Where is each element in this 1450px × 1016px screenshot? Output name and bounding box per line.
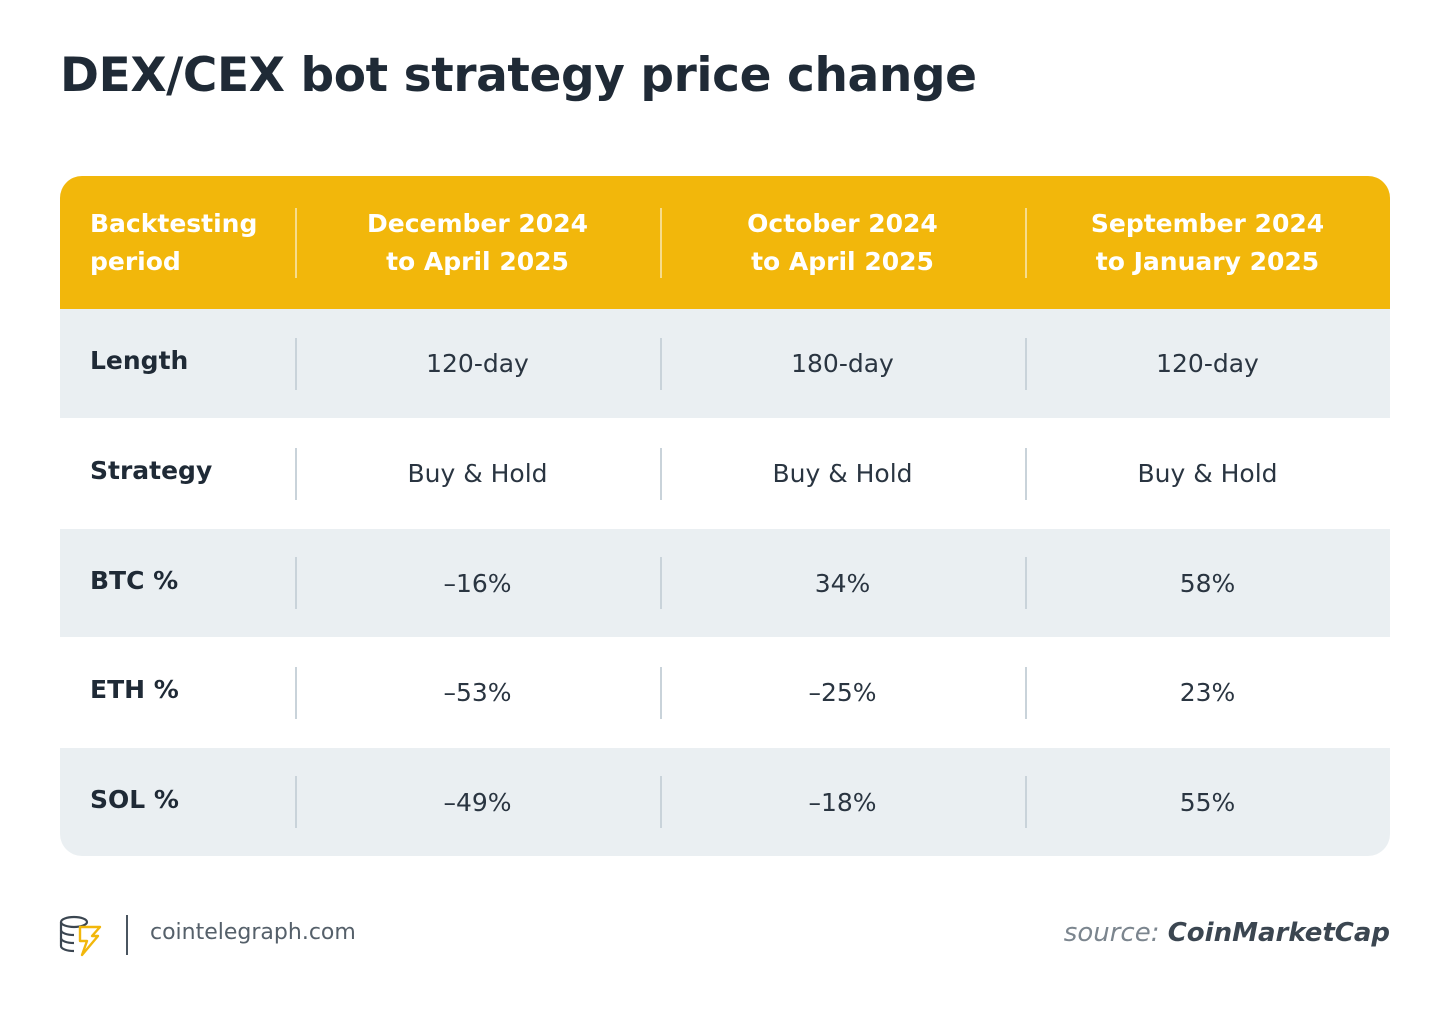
table-cell: –18% xyxy=(660,748,1025,856)
row-label: Strategy xyxy=(90,456,213,485)
table-cell: 23% xyxy=(1025,637,1390,748)
column-divider xyxy=(1025,447,1027,500)
table-row: Length 120-day 180-day 120-day xyxy=(60,309,1390,418)
table-row: BTC % –16% 34% 58% xyxy=(60,529,1390,637)
data-table: Backtesting period December 2024 to Apri… xyxy=(60,176,1390,856)
cell-value: 55% xyxy=(1179,787,1236,817)
column-divider xyxy=(1025,666,1027,719)
source-name: CoinMarketCap xyxy=(1167,918,1390,948)
row-label-cell: ETH % xyxy=(60,637,295,748)
header-label: September 2024 to January 2025 xyxy=(1090,208,1325,276)
cell-value: 120-day xyxy=(426,349,529,378)
column-divider xyxy=(1025,337,1027,390)
cell-value: 58% xyxy=(1179,568,1236,598)
page-title: DEX/CEX bot strategy price change xyxy=(60,48,977,103)
table-cell: 120-day xyxy=(295,309,660,418)
header-cell-period: Backtesting period xyxy=(60,176,295,309)
cell-value: 23% xyxy=(1179,678,1236,707)
column-divider xyxy=(660,557,662,609)
table-cell: 58% xyxy=(1025,529,1390,637)
table-cell: 180-day xyxy=(660,309,1025,418)
source-prefix: source: xyxy=(1063,918,1160,948)
table-row: SOL % –49% –18% 55% xyxy=(60,748,1390,856)
table-cell: –49% xyxy=(295,748,660,856)
header-cell-sep2024: September 2024 to January 2025 xyxy=(1025,176,1390,309)
column-divider xyxy=(295,447,297,500)
cell-value: 180-day xyxy=(791,349,894,378)
cell-value: 120-day xyxy=(1156,349,1259,378)
row-label: ETH % xyxy=(90,675,179,704)
column-divider xyxy=(660,776,662,828)
column-divider xyxy=(1025,557,1027,609)
row-label-cell: Strategy xyxy=(60,418,295,529)
cell-value: Buy & Hold xyxy=(1137,459,1278,488)
column-divider xyxy=(295,337,297,390)
header-cell-dec2024: December 2024 to April 2025 xyxy=(295,176,660,309)
header-label: October 2024 to April 2025 xyxy=(747,208,938,276)
row-label-cell: Length xyxy=(60,309,295,418)
row-label-cell: BTC % xyxy=(60,529,295,637)
table-cell: 34% xyxy=(660,529,1025,637)
table-cell: Buy & Hold xyxy=(660,418,1025,529)
table-cell: 55% xyxy=(1025,748,1390,856)
table-header-row: Backtesting period December 2024 to Apri… xyxy=(60,176,1390,309)
cointelegraph-logo-icon xyxy=(58,913,104,957)
table-cell: –25% xyxy=(660,637,1025,748)
cell-value: Buy & Hold xyxy=(407,459,548,488)
table-cell: Buy & Hold xyxy=(1025,418,1390,529)
table-cell: Buy & Hold xyxy=(295,418,660,529)
header-label: Backtesting period xyxy=(90,208,258,276)
cell-value: –25% xyxy=(808,678,877,707)
table-cell: –16% xyxy=(295,529,660,637)
column-divider xyxy=(1025,207,1027,278)
table-cell: –53% xyxy=(295,637,660,748)
cell-value: –49% xyxy=(443,787,512,817)
column-divider xyxy=(295,207,297,278)
table-row: Strategy Buy & Hold Buy & Hold Buy & Hol… xyxy=(60,418,1390,529)
row-label: BTC % xyxy=(90,565,179,595)
header-cell-oct2024: October 2024 to April 2025 xyxy=(660,176,1025,309)
cell-value: –53% xyxy=(443,678,512,707)
cell-value: –18% xyxy=(808,787,877,817)
cell-value: –16% xyxy=(443,568,512,598)
table-row: ETH % –53% –25% 23% xyxy=(60,637,1390,748)
source-credit: source: CoinMarketCap xyxy=(1064,918,1390,948)
header-label: December 2024 to April 2025 xyxy=(367,208,588,276)
cell-value: Buy & Hold xyxy=(772,459,913,488)
row-label: Length xyxy=(90,346,189,375)
table-cell: 120-day xyxy=(1025,309,1390,418)
column-divider xyxy=(660,337,662,390)
row-label-cell: SOL % xyxy=(60,748,295,856)
footer-divider xyxy=(126,915,128,955)
column-divider xyxy=(295,557,297,609)
column-divider xyxy=(295,666,297,719)
column-divider xyxy=(295,776,297,828)
column-divider xyxy=(660,207,662,278)
cell-value: 34% xyxy=(814,568,871,598)
site-link[interactable]: cointelegraph.com xyxy=(150,920,356,945)
row-label: SOL % xyxy=(90,784,179,814)
column-divider xyxy=(1025,776,1027,828)
column-divider xyxy=(660,666,662,719)
column-divider xyxy=(660,447,662,500)
